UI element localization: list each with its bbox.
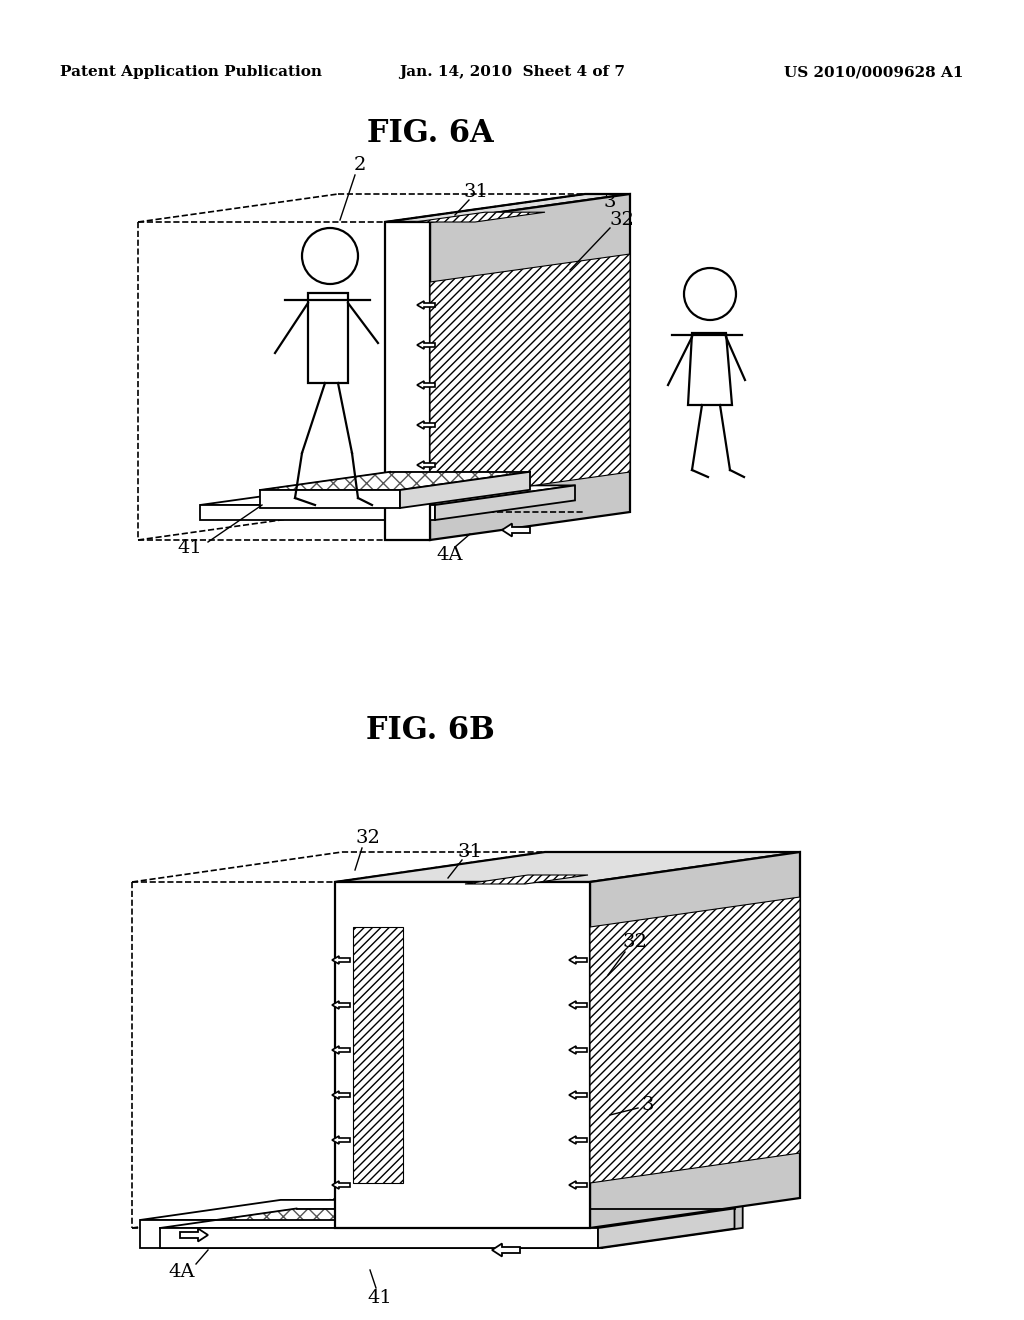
Polygon shape: [430, 253, 630, 500]
FancyArrow shape: [417, 341, 435, 348]
Text: Jan. 14, 2010  Sheet 4 of 7: Jan. 14, 2010 Sheet 4 of 7: [399, 65, 625, 79]
FancyArrow shape: [502, 524, 530, 536]
Polygon shape: [598, 1209, 734, 1247]
Polygon shape: [200, 486, 575, 506]
Text: 2: 2: [354, 156, 367, 174]
Text: FIG. 6B: FIG. 6B: [366, 715, 495, 746]
Polygon shape: [140, 1200, 742, 1220]
Polygon shape: [160, 1209, 734, 1228]
Text: 4A: 4A: [169, 1263, 196, 1280]
Polygon shape: [335, 882, 590, 1228]
FancyArrow shape: [417, 461, 435, 469]
Polygon shape: [308, 293, 348, 383]
FancyArrow shape: [569, 1001, 587, 1008]
FancyArrow shape: [569, 1137, 587, 1144]
FancyArrow shape: [417, 421, 435, 429]
Circle shape: [302, 228, 358, 284]
FancyArrow shape: [492, 1243, 520, 1257]
Polygon shape: [688, 333, 732, 405]
Text: 31: 31: [464, 183, 488, 201]
FancyArrow shape: [332, 1045, 350, 1053]
Polygon shape: [465, 875, 588, 884]
Text: 32: 32: [623, 933, 647, 950]
FancyArrow shape: [569, 1092, 587, 1100]
Polygon shape: [260, 490, 400, 508]
FancyArrow shape: [332, 1092, 350, 1100]
Circle shape: [684, 268, 736, 319]
Text: 31: 31: [458, 843, 482, 861]
FancyArrow shape: [332, 1181, 350, 1189]
Polygon shape: [385, 222, 430, 540]
Polygon shape: [590, 851, 800, 1228]
Text: FIG. 6A: FIG. 6A: [367, 117, 494, 149]
Text: 3: 3: [642, 1096, 654, 1114]
FancyArrow shape: [417, 301, 435, 309]
Polygon shape: [400, 471, 530, 508]
Text: 41: 41: [368, 1290, 392, 1307]
Polygon shape: [602, 1200, 742, 1247]
Polygon shape: [385, 194, 630, 222]
Polygon shape: [335, 851, 800, 882]
Polygon shape: [200, 506, 435, 520]
FancyArrow shape: [569, 1045, 587, 1053]
Polygon shape: [260, 471, 530, 490]
Text: Patent Application Publication: Patent Application Publication: [60, 65, 322, 79]
FancyArrow shape: [569, 1181, 587, 1189]
Polygon shape: [590, 898, 800, 1183]
Polygon shape: [415, 213, 545, 222]
FancyArrow shape: [332, 1001, 350, 1008]
Polygon shape: [140, 1220, 602, 1247]
Text: US 2010/0009628 A1: US 2010/0009628 A1: [784, 65, 964, 79]
Text: 4A: 4A: [437, 546, 463, 564]
Polygon shape: [160, 1228, 598, 1247]
Polygon shape: [435, 486, 575, 520]
FancyArrow shape: [417, 381, 435, 389]
Polygon shape: [430, 194, 630, 540]
FancyArrow shape: [332, 1137, 350, 1144]
Text: 32: 32: [355, 829, 381, 847]
Text: 32: 32: [609, 211, 635, 228]
Text: 3: 3: [604, 193, 616, 211]
Text: 41: 41: [177, 539, 203, 557]
Polygon shape: [353, 927, 403, 1183]
FancyArrow shape: [332, 956, 350, 964]
FancyArrow shape: [180, 1229, 208, 1242]
FancyArrow shape: [569, 956, 587, 964]
